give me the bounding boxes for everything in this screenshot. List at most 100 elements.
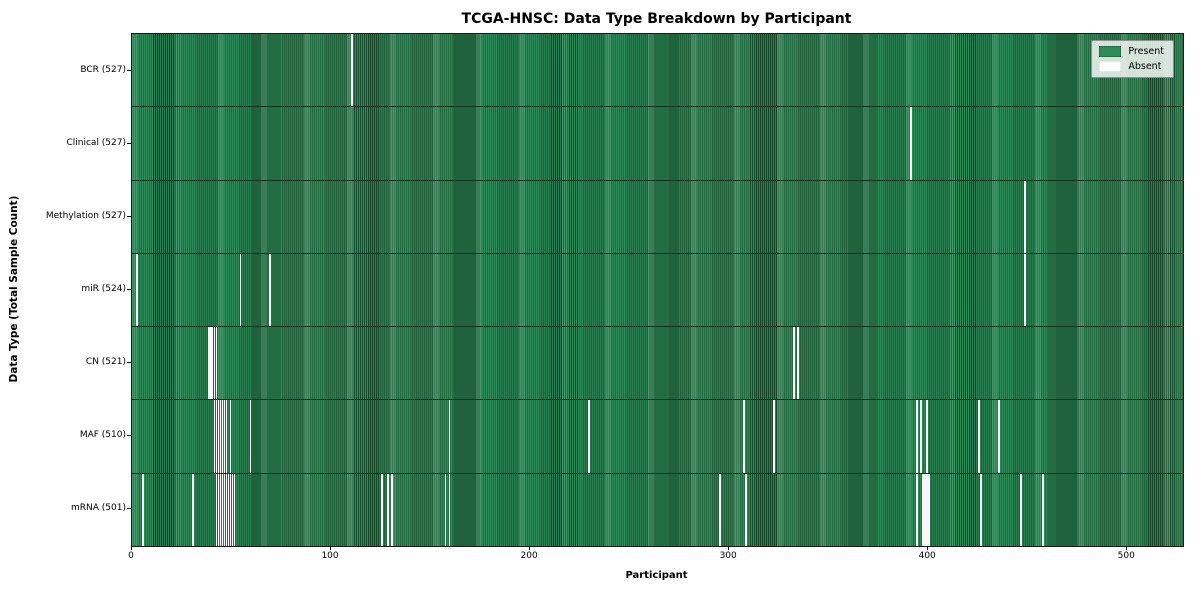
y-tick-label: Clinical (527) (66, 137, 126, 148)
absent-marker (922, 473, 925, 546)
plot-area: Present Absent (131, 33, 1184, 547)
absent-marker (448, 400, 451, 473)
absent-marker (215, 327, 218, 400)
y-tick-label: BCR (527) (80, 64, 126, 75)
y-tick-mark (127, 362, 131, 364)
heatmap-row-mrna (132, 472, 1183, 546)
legend-entry-absent: Absent (1099, 61, 1164, 72)
absent-marker (219, 473, 222, 546)
chart-title: TCGA-HNSC: Data Type Breakdown by Partic… (461, 11, 852, 27)
absent-marker (980, 473, 982, 546)
absent-marker (920, 400, 923, 473)
heatmap-row-bcr (132, 34, 1183, 107)
absent-marker (380, 473, 383, 546)
present-swatch-icon (1099, 46, 1122, 57)
y-tick-mark (127, 289, 131, 290)
x-tick-label: 400 (918, 551, 936, 561)
absent-marker (217, 400, 220, 473)
x-axis-label: Participant (625, 570, 688, 581)
y-tick-mark (127, 435, 131, 437)
absent-marker (211, 327, 214, 400)
absent-marker (207, 327, 210, 400)
heatmap-row-mir (132, 252, 1183, 327)
absent-marker (928, 473, 931, 546)
absent-marker (773, 400, 775, 473)
absent-marker (444, 473, 447, 546)
absent-marker (213, 327, 216, 400)
absent-marker (269, 253, 272, 327)
absent-marker (142, 473, 144, 546)
heatmap-row-clinical (132, 106, 1183, 180)
x-tick-label: 200 (520, 551, 538, 561)
x-tick-label: 300 (719, 551, 737, 561)
absent-marker (221, 473, 224, 546)
absent-marker (209, 327, 212, 400)
absent-marker (390, 473, 393, 546)
absent-marker (229, 473, 232, 546)
y-tick-label: MAF (510) (79, 430, 126, 441)
y-tick-label: miR (524) (81, 284, 126, 294)
absent-marker (217, 473, 220, 546)
x-tick-label: 0 (128, 551, 134, 561)
absent-marker (926, 473, 929, 546)
absent-marker (225, 473, 228, 546)
x-tick-mark (927, 546, 929, 550)
absent-marker (215, 473, 218, 546)
x-tick-label: 500 (1117, 551, 1135, 561)
absent-marker (745, 473, 747, 546)
absent-marker (1041, 473, 1044, 546)
x-tick-mark (529, 546, 531, 550)
x-tick-mark (131, 546, 132, 550)
absent-marker (229, 400, 232, 473)
absent-marker (233, 473, 236, 546)
x-tick-mark (728, 546, 730, 550)
absent-marker (213, 400, 216, 473)
y-tick-label: Methylation (527) (45, 210, 126, 221)
y-tick-mark (127, 69, 131, 71)
absent-marker (910, 107, 913, 180)
absent-marker (351, 34, 353, 107)
absent-marker (227, 473, 230, 546)
x-tick-mark (330, 546, 332, 550)
y-tick-mark (127, 215, 131, 217)
absent-marker (743, 400, 745, 473)
absent-marker (191, 473, 194, 546)
absent-swatch-icon (1099, 61, 1122, 72)
absent-marker (916, 473, 919, 546)
absent-marker (221, 400, 224, 473)
absent-marker (916, 400, 919, 473)
absent-marker (231, 473, 234, 546)
absent-marker (239, 253, 242, 327)
absent-marker (1023, 180, 1026, 253)
legend-label-present: Present (1128, 46, 1164, 57)
absent-marker (792, 327, 795, 400)
absent-marker (223, 400, 226, 473)
legend: Present Absent (1091, 40, 1174, 78)
heatmap-row-cn (132, 326, 1183, 400)
x-tick-label: 100 (321, 551, 339, 561)
absent-marker (926, 400, 929, 473)
absent-marker (587, 400, 590, 473)
absent-marker (215, 400, 218, 473)
absent-marker (448, 473, 451, 546)
y-tick-label: CN (521) (85, 357, 126, 368)
y-tick-mark (127, 508, 131, 510)
absent-marker (719, 473, 722, 546)
y-tick-label: mRNA (501) (71, 503, 126, 514)
absent-marker (1019, 473, 1022, 546)
absent-marker (796, 327, 799, 400)
heatmap-row-methylation (132, 179, 1183, 253)
absent-marker (225, 400, 228, 473)
absent-marker (1023, 253, 1026, 327)
absent-marker (998, 400, 1000, 473)
absent-marker (386, 473, 389, 546)
absent-marker (249, 400, 252, 473)
absent-marker (924, 473, 927, 546)
absent-marker (219, 400, 222, 473)
x-tick-mark (1126, 546, 1128, 550)
absent-marker (136, 253, 138, 327)
absent-marker (978, 400, 980, 473)
heatmap-row-maf (132, 399, 1183, 473)
absent-marker (223, 473, 226, 546)
